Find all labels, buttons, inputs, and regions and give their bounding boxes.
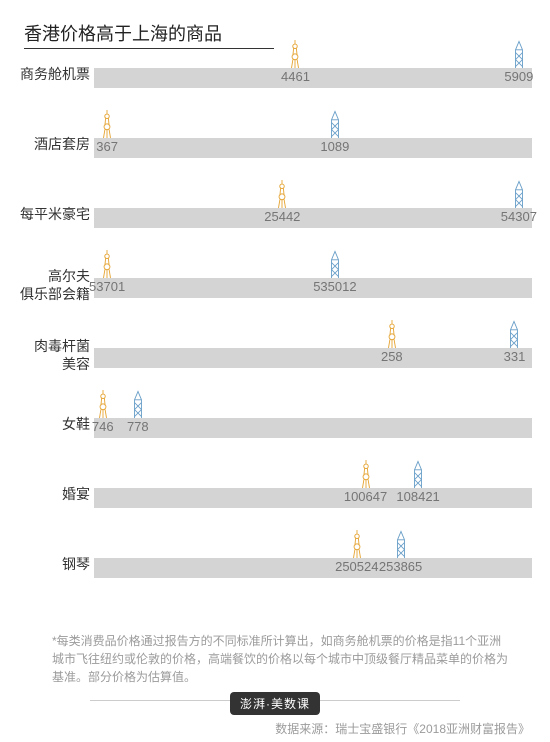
data-source: 数据来源：瑞士宝盛银行《2018亚洲财富报告》	[0, 720, 530, 737]
hongkong-value: 253865	[376, 559, 426, 574]
publisher-badge: 澎湃·美数课	[230, 692, 320, 715]
hongkong-value: 1089	[310, 139, 360, 154]
shanghai-value: 367	[82, 139, 132, 154]
hongkong-marker: 331	[489, 320, 539, 364]
hongkong-value: 331	[489, 349, 539, 364]
hongkong-building-icon	[393, 530, 409, 558]
hongkong-marker: 535012	[310, 250, 360, 294]
chart-area: 商务舱机票 4461 5909 酒店套房	[0, 62, 550, 622]
shanghai-value: 100647	[341, 489, 391, 504]
chart-title: 香港价格高于上海的商品	[24, 20, 222, 46]
hongkong-marker: 1089	[310, 110, 360, 154]
chart-row: 女鞋 746 778	[0, 412, 550, 482]
shanghai-tower-icon	[98, 250, 116, 278]
bar-track	[94, 558, 532, 578]
hongkong-marker: 5909	[494, 40, 544, 84]
row-label: 钢琴	[0, 556, 90, 574]
shanghai-marker: 100647	[341, 460, 391, 504]
hongkong-building-icon	[327, 110, 343, 138]
shanghai-marker: 250524	[332, 530, 382, 574]
footnote: *每类消费品价格通过报告方的不同标准所计算出，如商务舱机票的价格是指11个亚洲城…	[52, 632, 512, 686]
shanghai-tower-icon	[98, 110, 116, 138]
hongkong-building-icon	[506, 320, 522, 348]
hongkong-building-icon	[511, 40, 527, 68]
row-label: 商务舱机票	[0, 66, 90, 84]
shanghai-value: 53701	[82, 279, 132, 294]
bar-track	[94, 348, 532, 368]
shanghai-value: 258	[367, 349, 417, 364]
chart-row: 婚宴 100647 108421	[0, 482, 550, 552]
hongkong-value: 108421	[393, 489, 443, 504]
shanghai-marker: 25442	[257, 180, 307, 224]
bar-track	[94, 208, 532, 228]
hongkong-building-icon	[511, 180, 527, 208]
hongkong-marker: 253865	[376, 530, 426, 574]
bar-track	[94, 488, 532, 508]
badge-wrap: 澎湃·美数课	[0, 692, 550, 715]
hongkong-building-icon	[410, 460, 426, 488]
shanghai-marker: 53701	[82, 250, 132, 294]
row-label: 高尔夫俱乐部会籍	[0, 268, 90, 303]
row-label: 酒店套房	[0, 136, 90, 154]
row-label: 每平米豪宅	[0, 206, 90, 224]
hongkong-value: 54307	[494, 209, 544, 224]
title-underline	[24, 48, 274, 49]
row-label: 婚宴	[0, 486, 90, 504]
hongkong-building-icon	[327, 250, 343, 278]
hongkong-marker: 108421	[393, 460, 443, 504]
hongkong-marker: 778	[113, 390, 163, 434]
shanghai-value: 250524	[332, 559, 382, 574]
shanghai-tower-icon	[348, 530, 366, 558]
shanghai-tower-icon	[383, 320, 401, 348]
shanghai-marker: 4461	[270, 40, 320, 84]
shanghai-tower-icon	[286, 40, 304, 68]
hongkong-building-icon	[130, 390, 146, 418]
shanghai-tower-icon	[273, 180, 291, 208]
hongkong-value: 778	[113, 419, 163, 434]
shanghai-marker: 367	[82, 110, 132, 154]
shanghai-tower-icon	[357, 460, 375, 488]
hongkong-marker: 54307	[494, 180, 544, 224]
hongkong-value: 535012	[310, 279, 360, 294]
chart-row: 高尔夫俱乐部会籍 53701 535012	[0, 272, 550, 342]
shanghai-value: 25442	[257, 209, 307, 224]
chart-row: 钢琴 250524 253865	[0, 552, 550, 622]
shanghai-marker: 258	[367, 320, 417, 364]
row-label: 肉毒杆菌美容	[0, 338, 90, 373]
shanghai-tower-icon	[94, 390, 112, 418]
hongkong-value: 5909	[494, 69, 544, 84]
shanghai-value: 4461	[270, 69, 320, 84]
row-label: 女鞋	[0, 416, 90, 434]
